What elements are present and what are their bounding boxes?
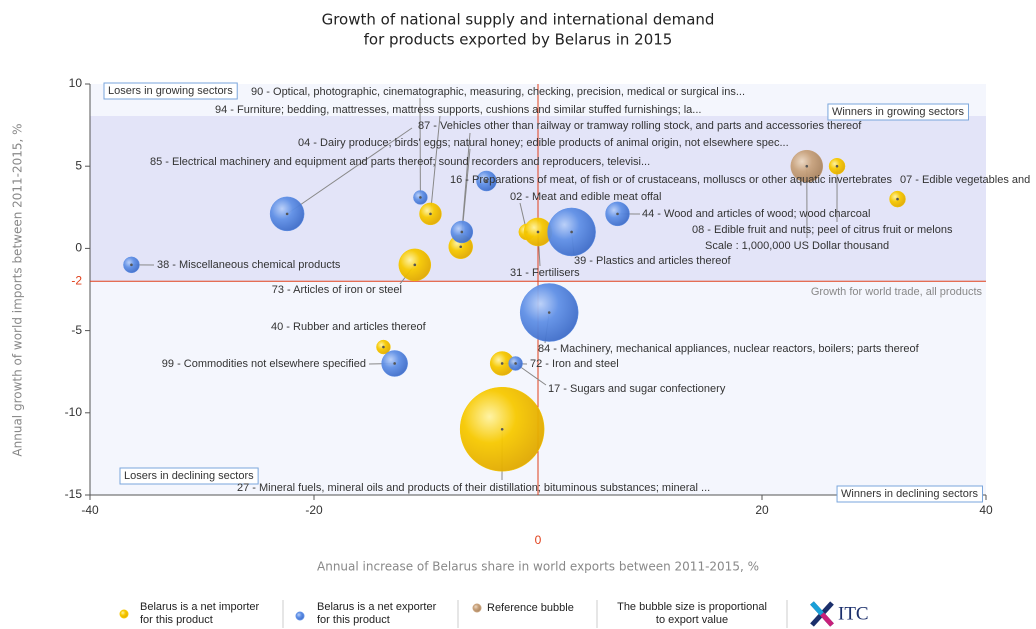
bubble-center xyxy=(429,212,432,216)
y-tick-label: 0 xyxy=(75,241,82,255)
bubble-center xyxy=(514,362,517,365)
y-tick-label: -5 xyxy=(71,323,82,337)
bubble-center xyxy=(500,427,504,431)
bubble-label: 02 - Meat and edible meat offal xyxy=(510,191,661,203)
bubble-center xyxy=(460,230,464,234)
bubble-label: 44 - Wood and articles of wood; wood cha… xyxy=(642,208,870,220)
leader-line xyxy=(429,115,441,214)
quadrant-box xyxy=(836,485,983,503)
x-tick-label: -20 xyxy=(305,503,323,517)
bubble-center xyxy=(896,197,899,201)
bubbles xyxy=(123,149,906,472)
bubble-center xyxy=(570,230,573,234)
quadrant-box xyxy=(119,467,259,485)
bubble-label: 72 - Iron and steel xyxy=(530,358,619,370)
bubble-labels: 94 - Furniture; bedding, mattresses, mat… xyxy=(150,86,1030,494)
legend-label: Reference bubble xyxy=(487,602,574,614)
bubble-label: 38 - Miscellaneous chemical products xyxy=(157,259,341,271)
bubble-center xyxy=(459,245,463,249)
bubble-label: 08 - Edible fruit and nuts; peel of citr… xyxy=(692,224,953,236)
legend-note: to export value xyxy=(656,614,728,626)
legend-label: Belarus is a net importer xyxy=(140,601,260,613)
bubble-label: 39 - Plastics and articles thereof xyxy=(574,255,731,267)
bubble-label: 17 - Sugars and sugar confectionery xyxy=(548,383,726,395)
legend-swatch xyxy=(472,603,482,613)
legend-swatch xyxy=(295,611,305,621)
bubble-center xyxy=(419,196,422,199)
reference-note: Growth for world trade, all products xyxy=(811,286,983,298)
bubble-label: 85 - Electrical machinery and equipment … xyxy=(150,156,650,168)
bubble-label: 94 - Furniture; bedding, mattresses, mat… xyxy=(215,104,701,116)
y-tick-label: 5 xyxy=(75,158,82,172)
x-tick-label: 40 xyxy=(979,503,993,517)
y-axis-title: Annual growth of world imports between 2… xyxy=(11,123,25,456)
quadrant-box xyxy=(827,103,969,121)
x-tick-label: 20 xyxy=(755,503,769,517)
bubble-label: 16 - Preparations of meat, of fish or of… xyxy=(450,174,893,186)
bubble-center xyxy=(485,179,488,183)
bubble-center xyxy=(382,345,385,349)
bubble-center xyxy=(130,263,133,267)
bubble-label: 40 - Rubber and articles thereof xyxy=(271,321,427,333)
y-tick-label: -10 xyxy=(65,405,83,419)
bubble-center xyxy=(547,311,551,314)
bubble-center xyxy=(805,164,809,168)
bubble-center xyxy=(835,164,839,168)
bubble-label: 04 - Dairy produce; birds' eggs; natural… xyxy=(298,137,789,149)
bubble-label: 87 - Vehicles other than railway or tram… xyxy=(418,120,862,132)
bubble-label: 84 - Machinery, mechanical appliances, n… xyxy=(538,343,920,355)
quadrant-label: Winners in declining sectors xyxy=(841,488,978,500)
bubble-center xyxy=(393,362,396,365)
bubble-center xyxy=(285,212,289,216)
legend-label: for this product xyxy=(140,614,213,626)
legend-note: The bubble size is proportional xyxy=(617,601,767,613)
chart-title: Growth of national supply and internatio… xyxy=(322,11,715,29)
leader-line xyxy=(461,132,471,233)
bubble-center xyxy=(616,212,619,216)
bubble-center xyxy=(413,263,417,267)
bubble-label: 07 - Edible vegetables and xyxy=(900,174,1030,186)
chart-title: for products exported by Belarus in 2015 xyxy=(364,31,673,49)
quadrant-box xyxy=(103,82,238,100)
reference-label-x: 0 xyxy=(535,533,542,547)
quadrant-label: Losers in declining sectors xyxy=(124,470,254,482)
bubble-label: 73 - Articles of iron or steel xyxy=(272,284,402,296)
bubble-label: 90 - Optical, photographic, cinematograp… xyxy=(251,86,745,98)
x-tick-label: -40 xyxy=(81,503,99,517)
logo-text: ITC xyxy=(838,603,869,624)
leader-line xyxy=(286,127,413,215)
reference-label-y: -2 xyxy=(71,273,82,287)
bubble-label: 27 - Mineral fuels, mineral oils and pro… xyxy=(237,482,710,494)
legend-label: Belarus is a net exporter xyxy=(317,601,437,613)
bubble-center xyxy=(536,230,540,234)
y-tick-label: 10 xyxy=(69,76,83,90)
quadrant-label: Winners in growing sectors xyxy=(832,106,965,118)
bubble-label: 31 - Fertilisers xyxy=(510,267,580,279)
quadrant-label: Losers in growing sectors xyxy=(108,85,233,97)
plot-area: -15 -10 -5 0 5 10 -40 -20 20 40 0 -2 Growth for worl… xyxy=(65,76,1031,547)
legend-label: for this product xyxy=(317,614,390,626)
logo-icon xyxy=(810,601,834,627)
bubble-label: Scale : 1,000,000 US Dollar thousand xyxy=(705,240,889,252)
y-tick-label: -15 xyxy=(65,487,83,501)
legend-swatch xyxy=(119,609,129,619)
bubble-label: 99 - Commodities not elsewhere specified xyxy=(162,358,366,370)
bubble-center xyxy=(500,362,504,365)
x-axis-title: Annual increase of Belarus share in worl… xyxy=(317,560,759,574)
legend: The bubble size is proportional to expor… xyxy=(119,600,869,628)
